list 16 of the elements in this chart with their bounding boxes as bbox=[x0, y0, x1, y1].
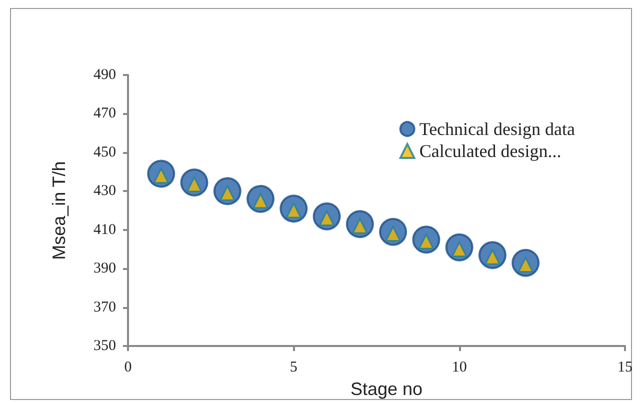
y-tick-label: 370 bbox=[94, 299, 116, 316]
y-tick-label: 490 bbox=[94, 67, 116, 83]
x-tick-label: 0 bbox=[124, 360, 132, 376]
y-tick-label: 390 bbox=[94, 260, 116, 277]
legend-label: Technical design data bbox=[419, 119, 576, 139]
y-tick-label: 450 bbox=[94, 144, 116, 160]
y-tick-label: 430 bbox=[94, 183, 116, 200]
x-tick-label: 5 bbox=[290, 360, 298, 376]
x-axis-title: Stage no bbox=[350, 379, 423, 399]
legend-label: Calculated design... bbox=[419, 141, 562, 161]
y-tick-label: 410 bbox=[94, 222, 116, 238]
x-tick-label: 15 bbox=[618, 360, 632, 376]
y-tick-label: 350 bbox=[94, 338, 116, 354]
y-tick-label: 470 bbox=[94, 106, 116, 122]
x-tick-label: 10 bbox=[452, 360, 467, 376]
y-axis-title: Msea_in T/h bbox=[49, 161, 69, 260]
